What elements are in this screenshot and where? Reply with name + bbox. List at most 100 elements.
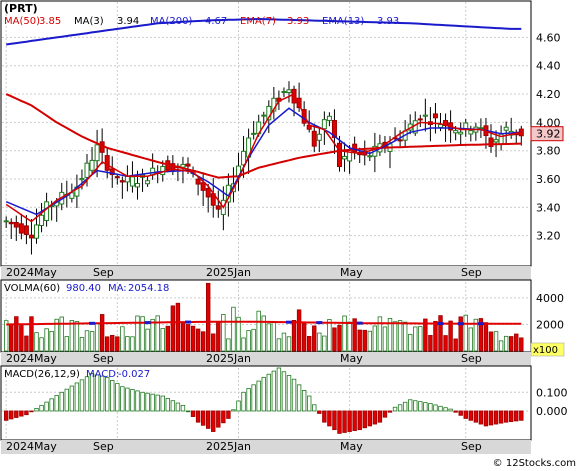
price-ytick-label: 3.60 <box>536 173 561 186</box>
volume-bar <box>301 322 307 352</box>
macd-hist-bar <box>241 391 246 412</box>
volume-bar <box>256 310 261 352</box>
macd-hist-bar <box>332 410 337 431</box>
volume-bar <box>54 318 59 352</box>
volume-bar <box>519 337 524 352</box>
macd-hist-bar <box>519 410 524 421</box>
volume-bar <box>286 336 292 352</box>
macd-hist-bar <box>493 410 499 425</box>
volume-ma-marker <box>89 321 96 325</box>
candle-body <box>13 222 19 228</box>
volume-bar <box>195 328 201 352</box>
volume-bar <box>332 327 337 352</box>
macd-panel-frame <box>0 365 532 441</box>
volume-bar <box>322 335 327 352</box>
volume-bar <box>443 335 448 352</box>
macd-ytick-label: 0.000 <box>536 405 568 418</box>
macd-hist-bar <box>175 402 181 412</box>
macd-hist-bar <box>352 410 357 431</box>
volume-bar <box>190 325 196 352</box>
volume-xtick-label: May <box>340 352 363 365</box>
volume-ma-marker <box>477 322 484 326</box>
volume-bar <box>271 322 277 352</box>
macd-hist-bar <box>367 410 372 427</box>
volume-ma-marker <box>437 322 444 326</box>
candle-body <box>69 192 75 199</box>
macd-hist-bar <box>286 375 292 412</box>
volume-bar <box>372 325 378 352</box>
macd-hist-bar <box>337 410 342 434</box>
candle-body <box>44 201 50 222</box>
volume-bar <box>49 331 54 352</box>
volume-bar <box>312 325 317 352</box>
volume-bar <box>59 316 64 352</box>
volume-scale-box <box>530 342 565 357</box>
volume-bar <box>453 338 458 352</box>
price-ytick-label: 4.60 <box>536 31 561 44</box>
volume-bar <box>231 306 236 352</box>
volume-bar <box>317 332 322 352</box>
candle-body <box>342 155 348 160</box>
macd-hist-bar <box>478 410 484 425</box>
volume-bar <box>145 328 150 352</box>
volume-bar <box>458 316 463 352</box>
volume-bar <box>160 328 165 352</box>
volume-bar <box>306 335 312 352</box>
candle-body <box>109 168 115 176</box>
volume-xaxis-band <box>1 352 531 366</box>
volume-bar <box>236 316 241 352</box>
volume-bar <box>418 326 423 352</box>
macd-hist-bar <box>125 387 130 412</box>
volume-ma-marker <box>144 321 151 325</box>
volume-bar <box>362 329 367 352</box>
macd-hist-bar <box>312 404 317 412</box>
volume-bar <box>105 336 110 352</box>
volume-bar <box>241 337 246 352</box>
volume-bar <box>150 318 155 352</box>
price-ytick-label: 4.40 <box>536 60 561 73</box>
candle-body <box>79 178 85 181</box>
macd-hist-bar <box>463 410 468 419</box>
candle-body <box>39 214 45 226</box>
volume-bar <box>99 314 105 352</box>
macd-hist-bar <box>79 379 85 412</box>
candle-body <box>468 130 474 135</box>
last-price-label: 3.92 <box>536 128 561 141</box>
macd-value-label: MACD: <box>86 369 119 380</box>
macd-hist-bar <box>105 376 110 412</box>
legend-indicator-label: MA(50) <box>4 16 40 27</box>
ma200-line <box>6 17 522 46</box>
price-ytick-label: 3.40 <box>536 201 561 214</box>
candle-body <box>135 183 140 188</box>
volume-bar <box>503 335 509 352</box>
macd-hist-bar <box>347 410 352 432</box>
macd-hist-bar <box>200 410 206 426</box>
macd-hist-bar <box>276 367 282 412</box>
candle-body <box>311 130 317 147</box>
candle-body <box>432 113 438 119</box>
macd-hist-bar <box>397 404 403 412</box>
macd-hist-bar <box>413 400 418 412</box>
macd-hist-bar <box>433 404 438 412</box>
legend-indicator-label: MA(200) <box>150 16 192 27</box>
volume-bar <box>185 324 191 352</box>
volume-bar <box>221 314 226 352</box>
macd-hist-bar <box>246 388 251 412</box>
macd-hist-bar <box>34 408 39 412</box>
candle-body <box>453 130 459 134</box>
macd-hist-bar <box>69 385 75 412</box>
candle-body <box>493 139 499 143</box>
macd-ytick-label: 0.100 <box>536 386 568 399</box>
candle-body <box>185 163 191 167</box>
macd-xtick-label: Sep <box>461 440 482 453</box>
volume-bar <box>175 302 181 352</box>
volume-panel: VOLMA(60) 980.40 MA: 2054.18 4000 2000 x100 2… <box>0 279 565 366</box>
candle-body <box>478 127 484 130</box>
volume-ma-marker <box>356 321 363 325</box>
legend-indicator-value: 3.93 <box>377 16 399 27</box>
macd-hist-bar <box>170 400 176 412</box>
volume-bar <box>14 316 19 352</box>
volume-bar <box>251 328 256 352</box>
volume-xtick-label: 2025Jan <box>206 352 251 365</box>
